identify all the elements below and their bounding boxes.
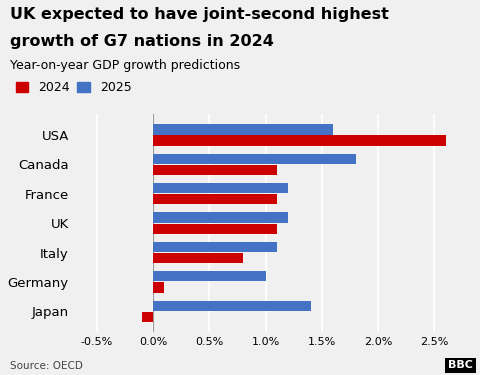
Bar xyxy=(153,300,311,311)
Bar xyxy=(153,242,277,252)
Bar xyxy=(142,312,153,322)
Text: growth of G7 nations in 2024: growth of G7 nations in 2024 xyxy=(10,34,274,49)
Bar xyxy=(153,183,288,193)
Legend: 2024, 2025: 2024, 2025 xyxy=(16,81,132,94)
Bar xyxy=(153,124,333,135)
Text: BBC: BBC xyxy=(448,360,473,370)
Bar xyxy=(153,135,445,146)
Bar xyxy=(153,282,164,292)
Bar xyxy=(153,165,277,175)
Text: Year-on-year GDP growth predictions: Year-on-year GDP growth predictions xyxy=(10,59,240,72)
Text: UK expected to have joint-second highest: UK expected to have joint-second highest xyxy=(10,8,388,22)
Bar xyxy=(153,224,277,234)
Bar xyxy=(153,154,356,164)
Bar xyxy=(153,212,288,223)
Bar xyxy=(153,253,243,263)
Text: Source: OECD: Source: OECD xyxy=(10,361,83,371)
Bar xyxy=(153,271,265,282)
Bar xyxy=(153,194,277,204)
